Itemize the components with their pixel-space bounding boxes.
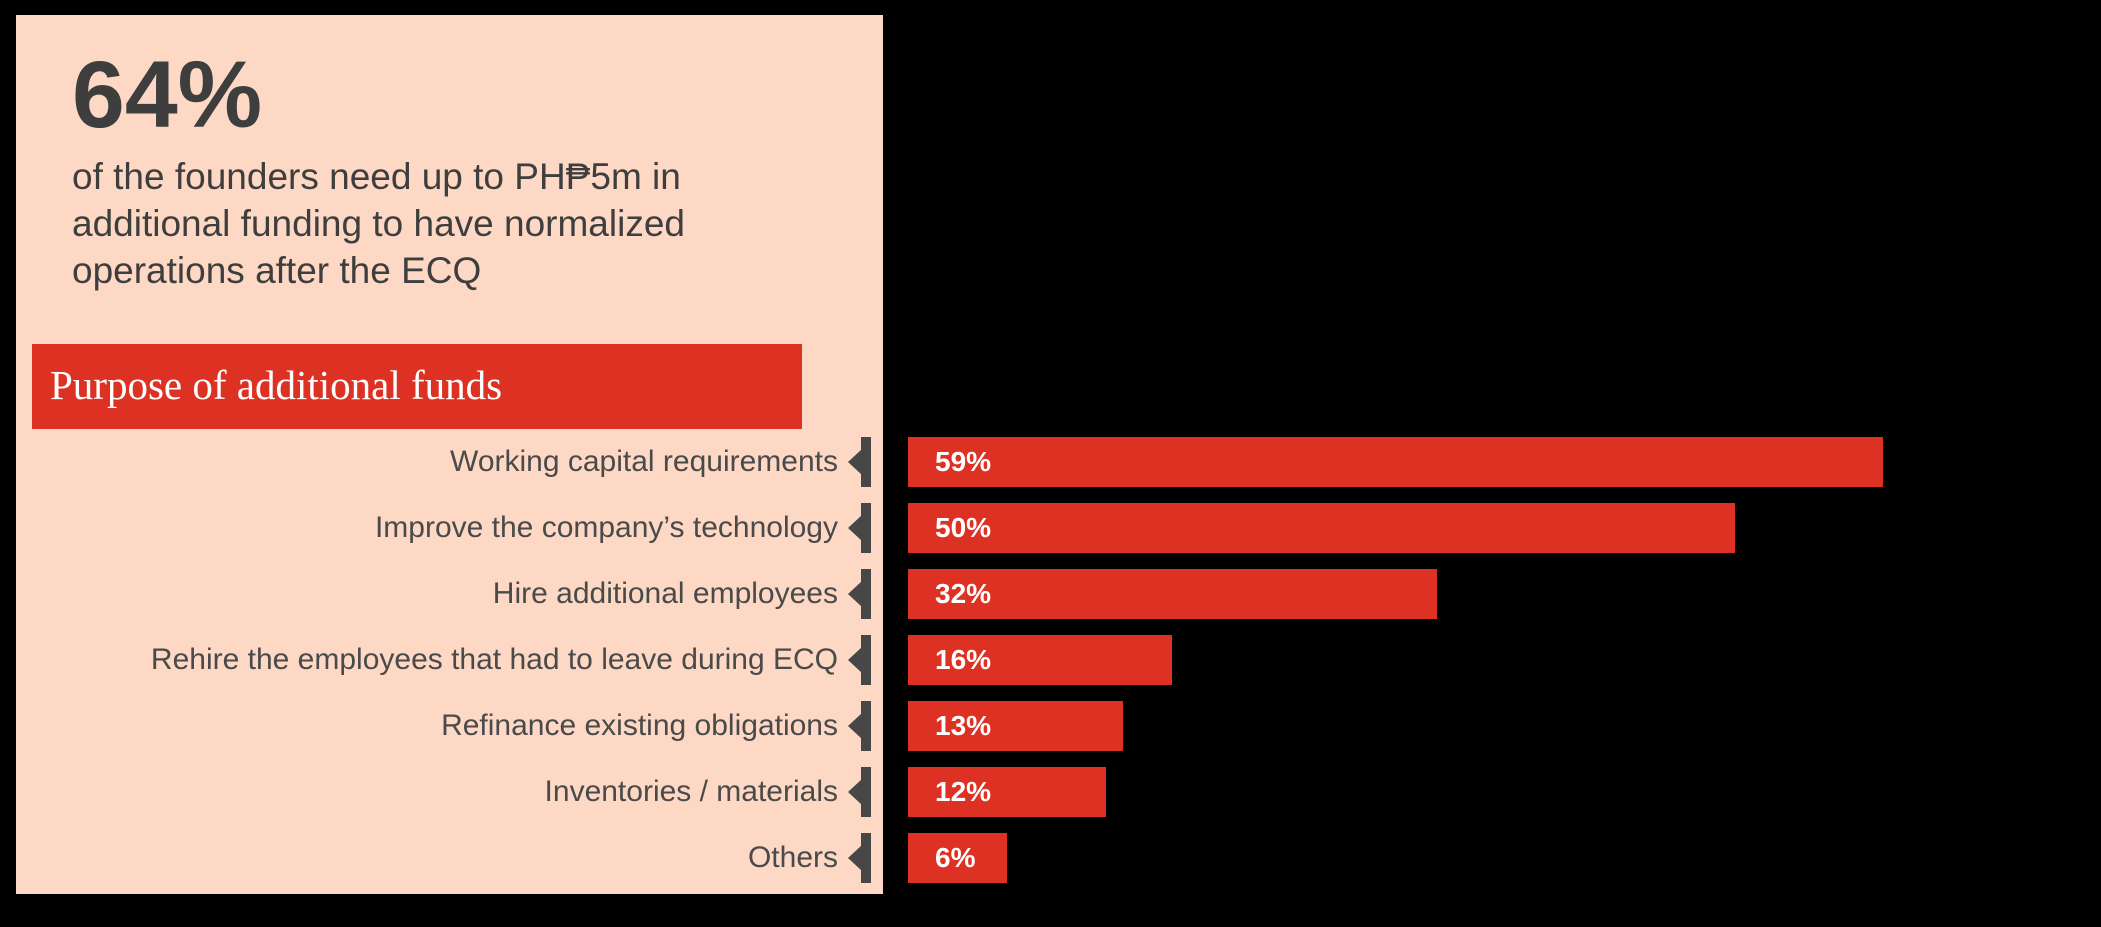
axis-marker-icon xyxy=(848,701,872,751)
chart-title-banner: Purpose of additional funds xyxy=(32,344,802,429)
bar-row: Hire additional employees 32% xyxy=(0,569,2101,619)
bar-value-label: 59% xyxy=(935,446,992,477)
headline-stat: 64% xyxy=(72,42,263,148)
left-triangle-icon xyxy=(848,647,862,673)
bar-category-label: Improve the company’s technology xyxy=(374,511,838,544)
bar-value-label: 16% xyxy=(935,644,992,675)
left-triangle-icon xyxy=(848,779,862,805)
bar: 50% xyxy=(908,503,1735,553)
bar-row: Improve the company’s technology 50% xyxy=(0,503,2101,553)
axis-marker-icon xyxy=(848,635,872,685)
bar-category-label: Refinance existing obligations xyxy=(441,709,838,742)
axis-tick-bar xyxy=(861,569,871,619)
bar-row: Rehire the employees that had to leave d… xyxy=(0,635,2101,685)
bar: 59% xyxy=(908,437,1883,487)
left-triangle-icon xyxy=(848,581,862,607)
bar-value-label: 13% xyxy=(935,710,992,741)
axis-marker-icon xyxy=(848,503,872,553)
bar-row: Others 6% xyxy=(0,833,2101,883)
axis-tick-bar xyxy=(861,635,871,685)
axis-tick-bar xyxy=(861,701,871,751)
headline-description-line: additional funding to have normalized xyxy=(72,203,685,244)
bar-category-label: Working capital requirements xyxy=(450,445,838,478)
left-triangle-icon xyxy=(848,713,862,739)
bar-row: Working capital requirements 59% xyxy=(0,437,2101,487)
bar: 32% xyxy=(908,569,1437,619)
bar-category-label: Inventories / materials xyxy=(544,775,838,808)
bar-category-label: Others xyxy=(747,841,838,874)
left-triangle-icon xyxy=(848,515,862,541)
axis-marker-icon xyxy=(848,833,872,883)
bar-row: Inventories / materials 12% xyxy=(0,767,2101,817)
chart-title: Purpose of additional funds xyxy=(50,362,503,408)
bar: 13% xyxy=(908,701,1123,751)
headline-description-line: of the founders need up to PH₱5m in xyxy=(72,156,681,197)
bar: 16% xyxy=(908,635,1172,685)
bar: 6% xyxy=(908,833,1007,883)
left-triangle-icon xyxy=(848,449,862,475)
bar-value-label: 12% xyxy=(935,776,992,807)
bar-value-label: 6% xyxy=(935,842,976,873)
axis-marker-icon xyxy=(848,569,872,619)
bar-category-label: Hire additional employees xyxy=(492,577,838,610)
left-triangle-icon xyxy=(848,845,862,871)
axis-tick-bar xyxy=(861,767,871,817)
bar-row: Refinance existing obligations 13% xyxy=(0,701,2101,751)
axis-tick-bar xyxy=(861,833,871,883)
axis-tick-bar xyxy=(861,437,871,487)
axis-tick-bar xyxy=(861,503,871,553)
bar-value-label: 32% xyxy=(935,578,992,609)
axis-marker-icon xyxy=(848,437,872,487)
headline-description: of the founders need up to PH₱5m in addit… xyxy=(72,153,685,294)
axis-marker-icon xyxy=(848,767,872,817)
bar-category-label: Rehire the employees that had to leave d… xyxy=(150,643,838,676)
bar: 12% xyxy=(908,767,1106,817)
info-panel: 64% of the founders need up to PH₱5m in a… xyxy=(16,15,883,894)
headline-description-line: operations after the ECQ xyxy=(72,250,482,291)
bar-value-label: 50% xyxy=(935,512,992,543)
